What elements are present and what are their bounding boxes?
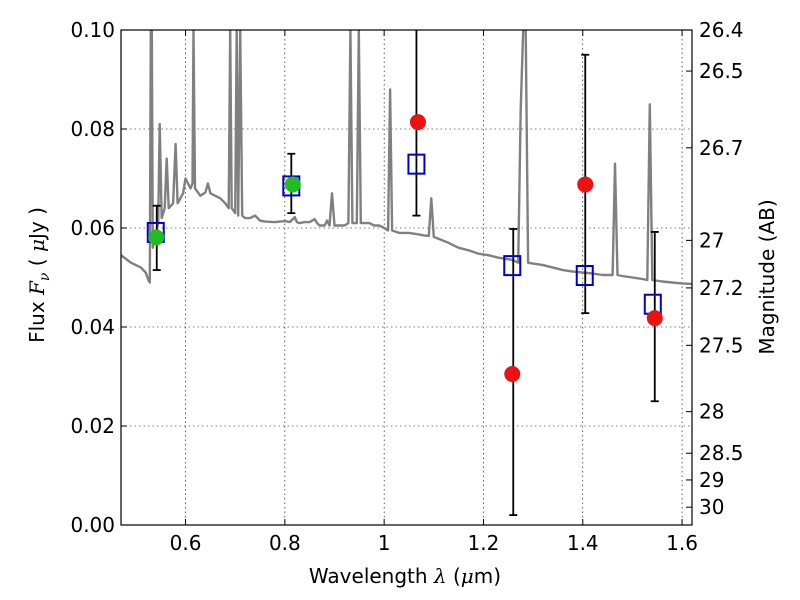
y-axis-left: 0.00 0.02 0.04 0.06 0.08 0.10 (70, 18, 127, 537)
observed-flux-point (409, 114, 426, 131)
observed-flux-point (504, 366, 521, 383)
model-spectrum-line (121, 30, 692, 286)
observed-flux-point (577, 176, 594, 193)
right-tick-label: 29 (699, 468, 724, 492)
y-tick-label: 0.04 (70, 315, 115, 339)
right-tick-label: 26.5 (699, 59, 744, 83)
right-tick-label: 26.4 (699, 18, 744, 42)
right-tick-label: 27.2 (699, 276, 744, 300)
plot-frame (120, 29, 693, 526)
y-axis-right-title: Magnitude (AB) (755, 199, 779, 354)
observed-flux-point (646, 310, 663, 327)
y-tick-label: 0.08 (70, 117, 115, 141)
x-tick-label: 1.2 (468, 531, 500, 555)
x-tick-label: 1.4 (567, 531, 599, 555)
x-tick-label: 1 (378, 531, 391, 555)
right-tick-label: 28 (699, 400, 724, 424)
y-tick-label: 0.00 (70, 513, 115, 537)
right-tick-label: 27 (699, 228, 724, 252)
y-axis-title: Flux Fν ( μJy ) (25, 207, 53, 343)
model-photometry-square (407, 153, 426, 175)
right-tick-label: 28.5 (699, 441, 744, 465)
observed-flux-point (284, 176, 301, 193)
x-axis: 0.6 0.8 1 1.2 1.4 1.6 (170, 30, 698, 555)
x-tick-label: 1.6 (666, 531, 698, 555)
observed-flux-point (148, 229, 165, 246)
right-tick-label: 30 (699, 495, 724, 519)
y-axis-right: 26.4 26.5 26.7 27 27.2 27.5 28 28.5 29 30 (686, 18, 744, 519)
model-photometry-square (575, 265, 594, 287)
y-tick-label: 0.02 (70, 414, 115, 438)
y-tick-label: 0.10 (70, 18, 115, 42)
grid-lines (121, 29, 692, 526)
model-photometry-square (503, 255, 522, 277)
x-axis-title: Wavelength λ (μm) (309, 564, 501, 588)
x-tick-label: 0.8 (269, 531, 301, 555)
plot-area (121, 30, 692, 516)
right-tick-label: 26.7 (699, 136, 744, 160)
x-tick-label: 0.6 (170, 531, 202, 555)
y-tick-label: 0.06 (70, 216, 115, 240)
right-tick-label: 27.5 (699, 333, 744, 357)
